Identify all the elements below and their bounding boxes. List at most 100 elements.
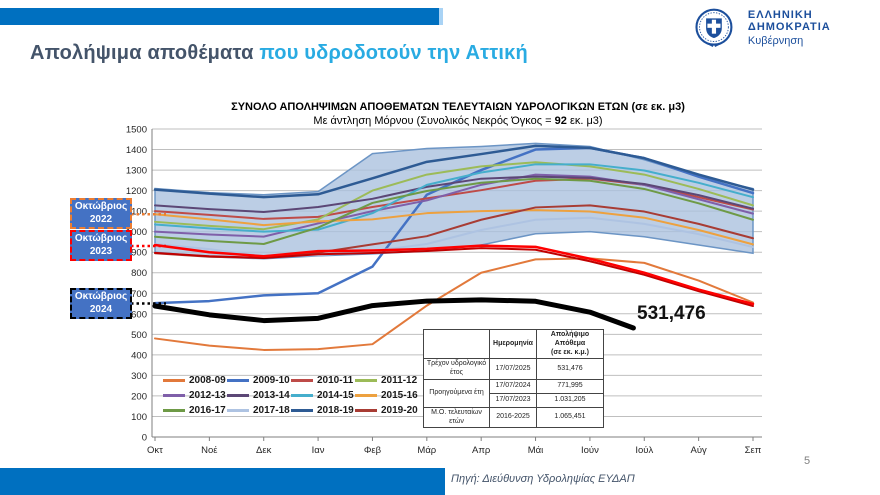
october-marker-box-2022: Οκτώβριος 2022 — [70, 198, 132, 229]
y-axis-tick-label: 300 — [131, 371, 147, 382]
header-accent-bar — [0, 8, 443, 25]
legend-item-2012-13: 2012-13 — [163, 388, 227, 403]
x-axis-tick-label: Απρ — [472, 445, 491, 456]
series-line-2023-24 — [153, 243, 755, 306]
x-axis-tick-label: Οκτ — [147, 445, 163, 456]
series-line-2013-14 — [154, 175, 754, 213]
legend-swatch — [163, 379, 185, 382]
table-header-value: Απολήψιμο Απόθεμα (σε εκ. κ.μ.) — [536, 328, 604, 360]
legend-label: 2015-16 — [381, 390, 418, 401]
table-header-date: Ημερομηνία — [489, 328, 537, 360]
series-line-2011-12 — [154, 161, 754, 231]
page-title-accent: που υδροδοτούν την Αττική — [253, 42, 528, 64]
table-cell-date: 2016-2025 — [489, 406, 537, 429]
x-axis-tick-label: Φεβ — [364, 445, 382, 456]
legend-item-2014-15: 2014-15 — [291, 388, 355, 403]
table-header-value-line2: (σε εκ. κ.μ.) — [551, 348, 589, 356]
legend-swatch — [291, 379, 313, 382]
legend-label: 2016-17 — [189, 405, 226, 416]
x-axis-tick-label: Ιαν — [312, 445, 325, 456]
y-axis-tick-label: 600 — [131, 309, 147, 320]
legend-item-2013-14: 2013-14 — [227, 388, 291, 403]
legend-label: 2018-19 — [317, 405, 354, 416]
x-axis-tick-label: Σεπ — [745, 445, 762, 456]
x-axis-tick-label: Μάρ — [417, 445, 436, 456]
series-line-2016-17 — [154, 177, 754, 245]
table-row: 17/07/2023 1.031,205 — [424, 392, 604, 408]
page-title-dark: Απολήψιμα αποθέματα — [30, 42, 254, 64]
legend-swatch — [163, 409, 185, 412]
government-logo: ΕΛΛΗΝΙΚΗ ΔΗΜΟΚΡΑΤΙΑ Κυβέρνηση — [693, 4, 880, 52]
legend-item-2019-20: 2019-20 — [355, 403, 419, 418]
y-axis-tick-label: 1400 — [126, 145, 147, 156]
legend-swatch — [355, 379, 377, 382]
october-marker-box-2023: Οκτώβριος 2023 — [70, 230, 132, 261]
legend-label: 2011-12 — [381, 375, 418, 386]
chart-subtitle-prefix: Με άντληση Μόρνου (Συνολικός Νεκρός Όγκο… — [313, 115, 555, 127]
page-title: Απολήψιμα αποθέματα που υδροδοτούν την Α… — [30, 42, 528, 65]
y-axis-tick-label: 700 — [131, 289, 147, 300]
x-axis-tick-label: Ιούν — [581, 445, 599, 456]
legend-swatch — [227, 409, 249, 412]
series-line-2022-23 — [154, 247, 754, 307]
y-axis-tick-label: 500 — [131, 330, 147, 341]
legend-swatch — [291, 409, 313, 412]
series-line-2015-16 — [154, 209, 754, 246]
chart-subtitle: Με άντληση Μόρνου (Συνολικός Νεκρός Όγκο… — [152, 115, 764, 127]
historic-range-band — [154, 142, 754, 260]
legend-label: 2014-15 — [317, 390, 354, 401]
table-row: Τρέχον υδρολογικό έτος 17/07/2025 531,47… — [423, 358, 604, 380]
legend-swatch — [227, 379, 249, 382]
legend-item-2016-17: 2016-17 — [163, 403, 227, 418]
marker-label-line1: Οκτώβριος — [74, 291, 128, 302]
october-marker-box-2024: Οκτώβριος 2024 — [70, 288, 132, 319]
legend-label: 2013-14 — [253, 390, 290, 401]
series-line-2018-19 — [153, 144, 755, 199]
x-axis-tick-label: Ιούλ — [635, 445, 653, 456]
series-line-2012-13 — [154, 173, 754, 238]
table-row-label: Μ.Ο. τελευταίων ετών — [423, 406, 490, 429]
table-cell-date: 17/07/2023 — [489, 392, 537, 408]
legend-item-2010-11: 2010-11 — [291, 373, 355, 388]
page-number: 5 — [804, 455, 811, 467]
marker-label-line2: 2024 — [89, 303, 113, 315]
legend-label: 2008-09 — [189, 375, 226, 386]
legend-swatch — [163, 394, 185, 397]
table-cell-value: 1.031,205 — [536, 392, 604, 408]
table-header-value-line1: Απολήψιμο Απόθεμα — [550, 331, 590, 347]
table-cell-value: 531,476 — [536, 358, 604, 380]
series-line-current-year — [152, 297, 636, 331]
table-row-label: Τρέχον υδρολογικό έτος — [423, 358, 490, 380]
table-row: Μ.Ο. τελευταίων ετών 2016-2025 1.065,451 — [423, 406, 604, 429]
series-line-2014-15 — [154, 163, 754, 233]
legend-item-2009-10: 2009-10 — [227, 373, 291, 388]
greek-emblem-icon — [695, 8, 733, 47]
legend-label: 2019-20 — [381, 405, 418, 416]
y-axis-tick-label: 100 — [131, 412, 147, 423]
current-value-annotation: 531,476 — [637, 303, 706, 324]
legend-item-2018-19: 2018-19 — [291, 403, 355, 418]
y-axis-tick-label: 200 — [131, 391, 147, 402]
table-row: Προηγούμενα έτη 17/07/2024 771,995 — [423, 378, 604, 408]
table-corner-cell — [423, 328, 490, 360]
marker-label-line1: Οκτώβριος — [74, 233, 128, 244]
chart-subtitle-suffix: εκ. μ3) — [566, 115, 603, 127]
legend-swatch — [355, 409, 377, 412]
source-caption: Πηγή: Διεύθυνση Υδροληψίας ΕΥΔΑΠ — [451, 473, 635, 485]
table-row-label: Προηγούμενα έτη — [423, 378, 490, 408]
legend-swatch — [291, 394, 313, 397]
legend-label: 2012-13 — [189, 390, 226, 401]
table-cell-value: 1.065,451 — [536, 406, 604, 429]
logo-line2: Κυβέρνηση — [747, 35, 804, 47]
legend-label: 2017-18 — [253, 405, 290, 416]
y-axis-tick-label: 1200 — [126, 186, 147, 197]
marker-label-line1: Οκτώβριος — [74, 201, 128, 212]
y-axis-tick-label: 800 — [131, 268, 147, 279]
y-axis-tick-label: 900 — [131, 248, 147, 259]
chart-subtitle-value: 92 — [554, 115, 567, 127]
legend-label: 2009-10 — [253, 375, 290, 386]
y-axis-tick-label: 1300 — [126, 166, 147, 177]
table-cell-date: 17/07/2024 — [489, 378, 537, 394]
